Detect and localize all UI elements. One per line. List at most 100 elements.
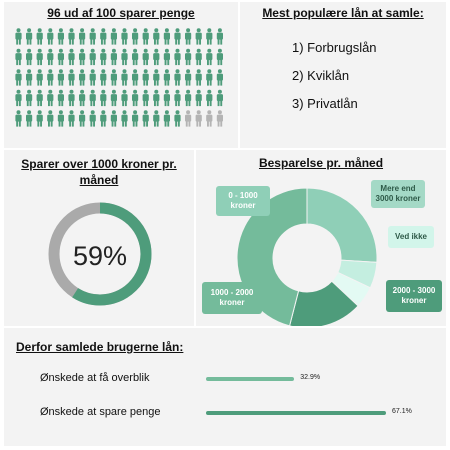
- person-icon: [26, 110, 33, 127]
- person-icon: [110, 48, 117, 66]
- person-icon: [89, 89, 96, 107]
- person-icon: [121, 110, 128, 127]
- slice-label: 0 - 1000 kroner: [216, 186, 270, 216]
- person-icon: [121, 28, 128, 45]
- pictogram-title: 96 ud af 100 sparer penge: [47, 6, 195, 20]
- person-icon: [142, 110, 149, 127]
- savings-ring: 59%: [48, 202, 152, 306]
- person-icon: [174, 110, 181, 127]
- person-icon: [79, 110, 86, 127]
- savings-ring-title: Sparer over 1000 kroner pr. måned: [21, 157, 177, 188]
- person-icon: [142, 48, 149, 66]
- person-icon: [68, 89, 75, 107]
- person-icon: [100, 69, 107, 86]
- person-icon: [26, 69, 33, 86]
- person-icon: [26, 28, 33, 45]
- person-icon: [110, 110, 117, 127]
- bar-label: Ønskede at spare penge: [40, 406, 161, 418]
- person-icon: [163, 89, 170, 107]
- slice-label: 1000 - 2000 kroner: [202, 282, 262, 314]
- person-icon: [57, 110, 64, 127]
- list-item: 3) Privatlån: [292, 96, 358, 111]
- person-icon: [142, 69, 149, 86]
- person-icon: [57, 69, 64, 86]
- person-icon: [15, 110, 22, 127]
- person-icon: [174, 28, 181, 45]
- person-icon: [132, 89, 139, 107]
- person-icon: [153, 28, 160, 45]
- person-icon: [100, 110, 107, 127]
- person-icon: [15, 48, 22, 66]
- person-icon: [163, 110, 170, 127]
- person-icon: [36, 28, 43, 45]
- person-icon: [206, 48, 213, 66]
- person-icon: [163, 28, 170, 45]
- ring-progress: [48, 202, 152, 306]
- list-item: 1) Forbrugslån: [292, 40, 377, 55]
- person-icon: [185, 69, 192, 86]
- person-icon: [153, 69, 160, 86]
- person-icon: [15, 89, 22, 107]
- list-item: 2) Kviklån: [292, 68, 350, 83]
- person-icon: [163, 48, 170, 66]
- person-icon: [185, 48, 192, 66]
- person-icon: [110, 89, 117, 107]
- person-icon: [185, 28, 192, 45]
- slice-label: 2000 - 3000 kroner: [386, 280, 442, 312]
- savings-ring-panel: Sparer over 1000 kroner pr. måned 59%: [4, 150, 194, 326]
- person-icon: [57, 48, 64, 66]
- person-icon: [100, 48, 107, 66]
- person-icon: [110, 69, 117, 86]
- person-icon: [206, 89, 213, 107]
- person-icon: [100, 89, 107, 107]
- person-icon: [216, 89, 223, 107]
- person-icon: [79, 28, 86, 45]
- person-icon: [47, 89, 54, 107]
- person-icon: [79, 69, 86, 86]
- person-icon: [185, 110, 192, 127]
- person-icon: [47, 110, 54, 127]
- person-icon: [153, 48, 160, 66]
- person-icon: [132, 48, 139, 66]
- person-icon: [216, 110, 223, 127]
- bar: [206, 411, 386, 415]
- person-icon-grid: [15, 28, 223, 127]
- person-icon: [142, 89, 149, 107]
- bar-value: 32.9%: [300, 374, 321, 381]
- person-icon: [206, 28, 213, 45]
- person-icon: [100, 28, 107, 45]
- person-icon: [121, 48, 128, 66]
- person-icon: [15, 69, 22, 86]
- person-icon: [216, 48, 223, 66]
- person-icon: [216, 28, 223, 45]
- person-icon: [36, 89, 43, 107]
- person-icon: [206, 110, 213, 127]
- person-icon: [110, 28, 117, 45]
- popular-loans-list: 1) Forbrugslån 2) Kviklån 3) Privatlån: [292, 40, 377, 124]
- popular-loans-panel: Mest populære lån at samle: 1) Forbrugsl…: [240, 2, 446, 148]
- donut-slice: [306, 187, 378, 263]
- popular-loans-title: Mest populære lån at samle:: [262, 6, 424, 20]
- person-icon: [195, 28, 202, 45]
- person-icon: [89, 28, 96, 45]
- person-icon: [36, 110, 43, 127]
- person-icon: [47, 48, 54, 66]
- person-icon: [79, 48, 86, 66]
- person-icon: [195, 110, 202, 127]
- person-icon: [174, 89, 181, 107]
- person-icon: [132, 110, 139, 127]
- person-icon: [185, 89, 192, 107]
- person-icon: [153, 89, 160, 107]
- person-icon: [68, 28, 75, 45]
- slice-label: Mere end 3000 kroner: [371, 180, 425, 208]
- reasons-title: Derfor samlede brugerne lån:: [16, 340, 184, 354]
- savers-pictogram-panel: 96 ud af 100 sparer penge: [4, 2, 238, 148]
- person-icon: [142, 28, 149, 45]
- person-icon: [57, 28, 64, 45]
- person-icon: [47, 69, 54, 86]
- person-icon: [68, 69, 75, 86]
- person-icon: [195, 89, 202, 107]
- person-icon: [206, 69, 213, 86]
- person-icon: [195, 69, 202, 86]
- bar-label: Ønskede at få overblik: [40, 372, 150, 384]
